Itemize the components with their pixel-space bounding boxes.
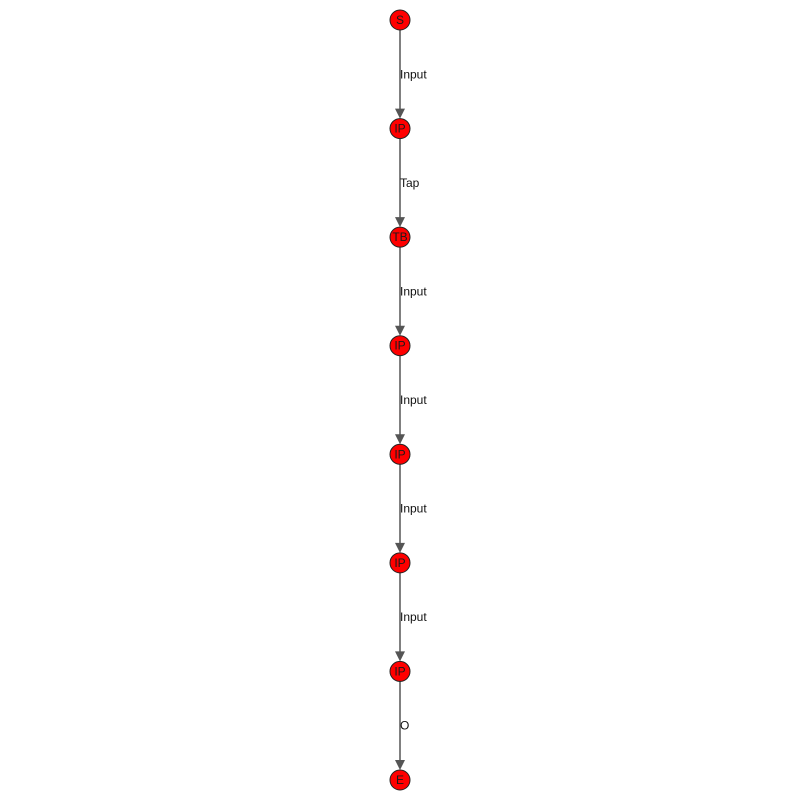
state-node[interactable]: IP — [389, 552, 411, 574]
edge: Input — [395, 572, 427, 662]
edge-label: O — [400, 719, 409, 733]
node-circle[interactable] — [389, 226, 411, 248]
arrow-head-icon — [395, 651, 405, 662]
state-node[interactable]: TB — [389, 226, 411, 248]
node-circle[interactable] — [389, 118, 411, 140]
edge-label: Input — [400, 67, 427, 81]
node-circle[interactable] — [389, 769, 411, 791]
edge: Input — [395, 30, 427, 119]
node-label: IP — [394, 556, 405, 570]
edge: Tap — [395, 138, 420, 228]
state-node[interactable]: E — [389, 769, 411, 791]
arrow-head-icon — [395, 108, 405, 119]
node-circle[interactable] — [389, 443, 411, 465]
nodes-layer: S IP TB IP IP IP IP E — [389, 9, 411, 791]
edge: Input — [395, 247, 427, 336]
arrow-head-icon — [395, 217, 405, 228]
arrow-head-icon — [395, 760, 405, 770]
node-label: E — [396, 773, 404, 787]
edge-label: Tap — [400, 176, 420, 190]
edge-label: Input — [400, 610, 427, 624]
node-label: IP — [394, 122, 405, 136]
edge: Input — [395, 355, 427, 445]
edges-layer: Input Tap Input Input Input Input O — [395, 30, 427, 770]
node-label: TB — [392, 230, 407, 244]
edge-label: Input — [400, 502, 427, 516]
node-label: IP — [394, 664, 405, 678]
node-label: IP — [394, 339, 405, 353]
arrow-head-icon — [395, 434, 405, 445]
edge: Input — [395, 464, 427, 553]
node-circle[interactable] — [389, 9, 411, 31]
state-node[interactable]: IP — [389, 660, 411, 682]
node-circle[interactable] — [389, 335, 411, 357]
state-node[interactable]: IP — [389, 118, 411, 140]
edge-label: Input — [400, 284, 427, 298]
node-label: IP — [394, 447, 405, 461]
arrow-head-icon — [395, 325, 405, 336]
edge: O — [395, 681, 409, 770]
node-label: S — [396, 13, 404, 27]
state-node[interactable]: S — [389, 9, 411, 31]
node-circle[interactable] — [389, 660, 411, 682]
state-node[interactable]: IP — [389, 335, 411, 357]
state-node[interactable]: IP — [389, 443, 411, 465]
node-circle[interactable] — [389, 552, 411, 574]
arrow-head-icon — [395, 542, 405, 553]
edge-label: Input — [400, 393, 427, 407]
